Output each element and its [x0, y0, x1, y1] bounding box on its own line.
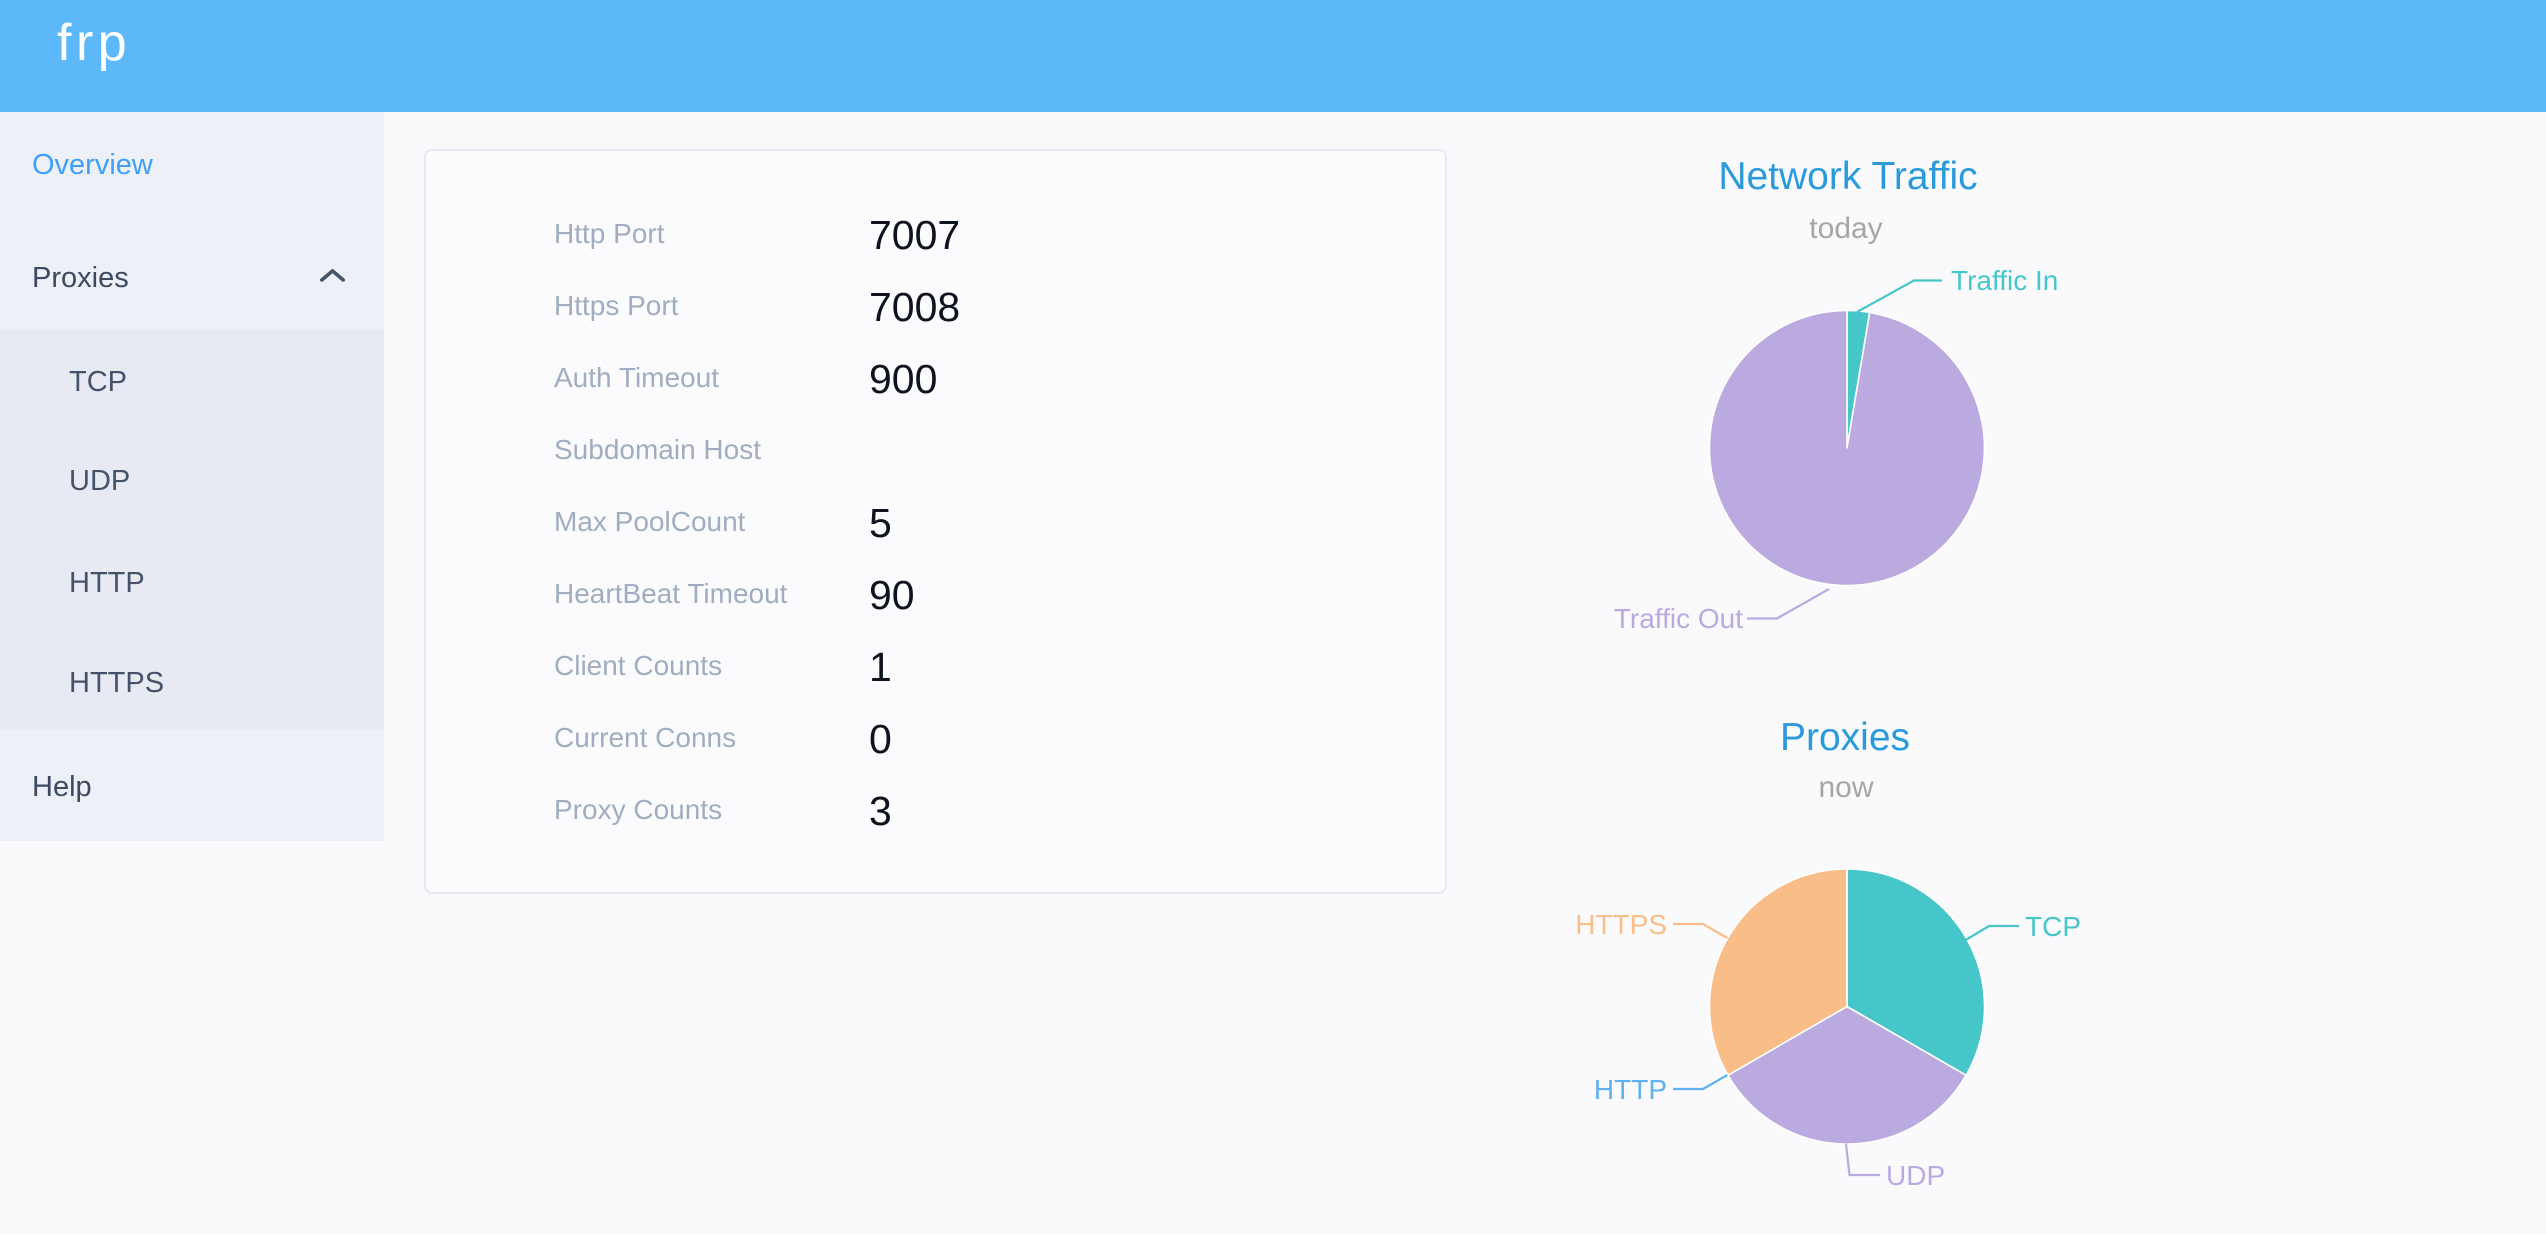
svg-text:UDP: UDP: [1886, 1160, 1945, 1191]
svg-text:now: now: [1818, 771, 1873, 804]
svg-text:HTTP: HTTP: [1594, 1074, 1667, 1105]
svg-text:Network Traffic: Network Traffic: [1718, 155, 1977, 198]
svg-text:Traffic Out: Traffic Out: [1614, 603, 1743, 634]
svg-text:Traffic In: Traffic In: [1951, 265, 2058, 296]
svg-text:HTTPS: HTTPS: [1575, 909, 1667, 940]
svg-text:TCP: TCP: [2025, 911, 2081, 942]
svg-text:Proxies: Proxies: [1780, 716, 1910, 759]
svg-text:today: today: [1809, 212, 1882, 245]
